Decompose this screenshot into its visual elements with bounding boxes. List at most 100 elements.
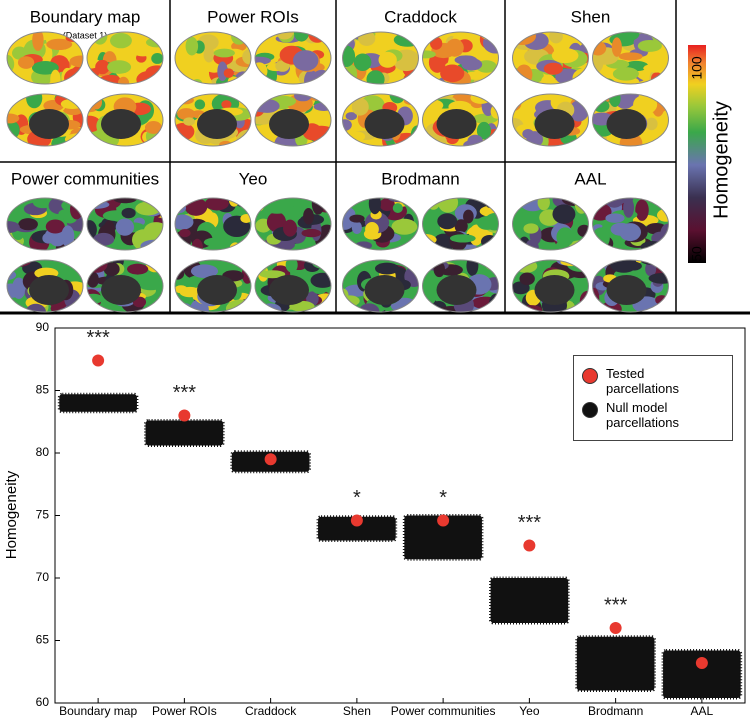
brain-outline	[254, 259, 332, 313]
panel-subtitle: (Dataset 1)	[63, 30, 108, 40]
brain	[422, 260, 499, 312]
brain-region	[482, 32, 499, 54]
brain-region	[255, 62, 268, 81]
brain-outline	[342, 93, 419, 147]
brain-region	[574, 198, 589, 214]
brain	[422, 32, 499, 84]
x-tick-label: Brodmann	[588, 704, 643, 718]
legend-entry: Tested parcellations	[578, 366, 728, 396]
legend-label: Tested parcellations	[606, 366, 679, 396]
panel-label: Craddock	[384, 7, 457, 26]
brain	[255, 32, 331, 84]
brain-region	[311, 260, 331, 269]
brain-region	[107, 60, 132, 74]
brain-outline	[254, 93, 332, 147]
brain-region	[127, 263, 149, 275]
panel-label: Boundary map	[30, 7, 141, 26]
brain-region	[58, 209, 71, 219]
significance: *	[353, 487, 361, 509]
brain-region	[429, 36, 443, 50]
y-tick-label: 85	[36, 383, 50, 397]
brain-region	[31, 61, 59, 75]
brain-region	[263, 199, 291, 214]
x-tick-label: Power communities	[391, 704, 496, 718]
significance: *	[439, 487, 447, 509]
tested-point	[609, 622, 622, 634]
brain-region	[7, 74, 15, 84]
brain-region	[611, 37, 622, 57]
brain-outline	[342, 197, 419, 251]
brain-region	[185, 36, 199, 56]
brain-region	[411, 138, 419, 146]
y-tick-label: 75	[36, 508, 50, 522]
brain-region	[231, 41, 247, 52]
brain-region	[515, 64, 533, 84]
panel-label: Shen	[571, 7, 611, 26]
brain-region	[311, 198, 325, 215]
brain-region	[7, 221, 20, 233]
brain-region	[471, 296, 499, 310]
brain-region	[541, 74, 556, 84]
brain-region	[103, 262, 120, 276]
brain-region	[426, 198, 441, 210]
brain-region	[183, 117, 195, 126]
brain-region	[342, 295, 360, 307]
brain	[175, 198, 251, 250]
brain-region	[255, 260, 265, 271]
brain-region	[368, 198, 381, 215]
x-tick-label: Boundary map	[59, 704, 137, 718]
x-tick-label: Power ROIs	[152, 704, 217, 718]
brain-region	[512, 32, 537, 46]
brain-medial	[269, 109, 309, 139]
brain-region	[175, 94, 184, 103]
tested-point	[523, 539, 536, 552]
brain-region	[479, 32, 499, 41]
brain-medial	[364, 109, 405, 139]
brain-region	[303, 207, 314, 225]
y-tick-label: 65	[36, 633, 50, 647]
brain-region	[242, 49, 251, 65]
brain-region	[7, 260, 31, 267]
brain-medial	[29, 109, 69, 139]
brain-region	[181, 57, 202, 72]
brain-region	[640, 260, 664, 265]
brain-outline	[512, 259, 589, 313]
brain-medial	[534, 275, 575, 305]
brain-region	[283, 219, 297, 237]
brain	[87, 198, 163, 250]
brain-region	[7, 198, 22, 206]
x-tick-label: Shen	[343, 704, 371, 718]
brain-outline	[254, 197, 332, 251]
brain-region	[512, 95, 522, 112]
panel-grid	[0, 0, 750, 315]
brain	[255, 198, 331, 250]
brain-outline	[422, 31, 499, 85]
brain-region	[345, 112, 357, 121]
brain-region	[318, 224, 331, 243]
brain-outline	[342, 31, 419, 85]
brain-region	[95, 59, 110, 75]
brain-region	[146, 245, 163, 250]
brain-region	[523, 223, 539, 234]
panel-label: Power ROIs	[207, 7, 299, 26]
brain	[512, 94, 589, 146]
panel-label: AAL	[574, 169, 606, 188]
brain-region	[401, 198, 419, 208]
brain-region	[203, 46, 215, 63]
brain-region	[61, 225, 75, 248]
brain-outline	[174, 31, 252, 85]
brain-region	[551, 47, 579, 64]
significance: ***	[518, 512, 542, 534]
brain-region	[292, 50, 319, 71]
brain	[342, 94, 419, 146]
brain-medial	[101, 275, 141, 305]
null-cloud	[230, 450, 311, 474]
brain-region	[659, 134, 669, 146]
brain-region	[87, 220, 97, 240]
brain-region	[655, 295, 669, 305]
brain-medial	[197, 275, 237, 305]
brain	[7, 198, 83, 250]
brain-region	[115, 218, 135, 236]
colorbar-tick: 100	[689, 56, 705, 80]
brain	[342, 260, 419, 312]
